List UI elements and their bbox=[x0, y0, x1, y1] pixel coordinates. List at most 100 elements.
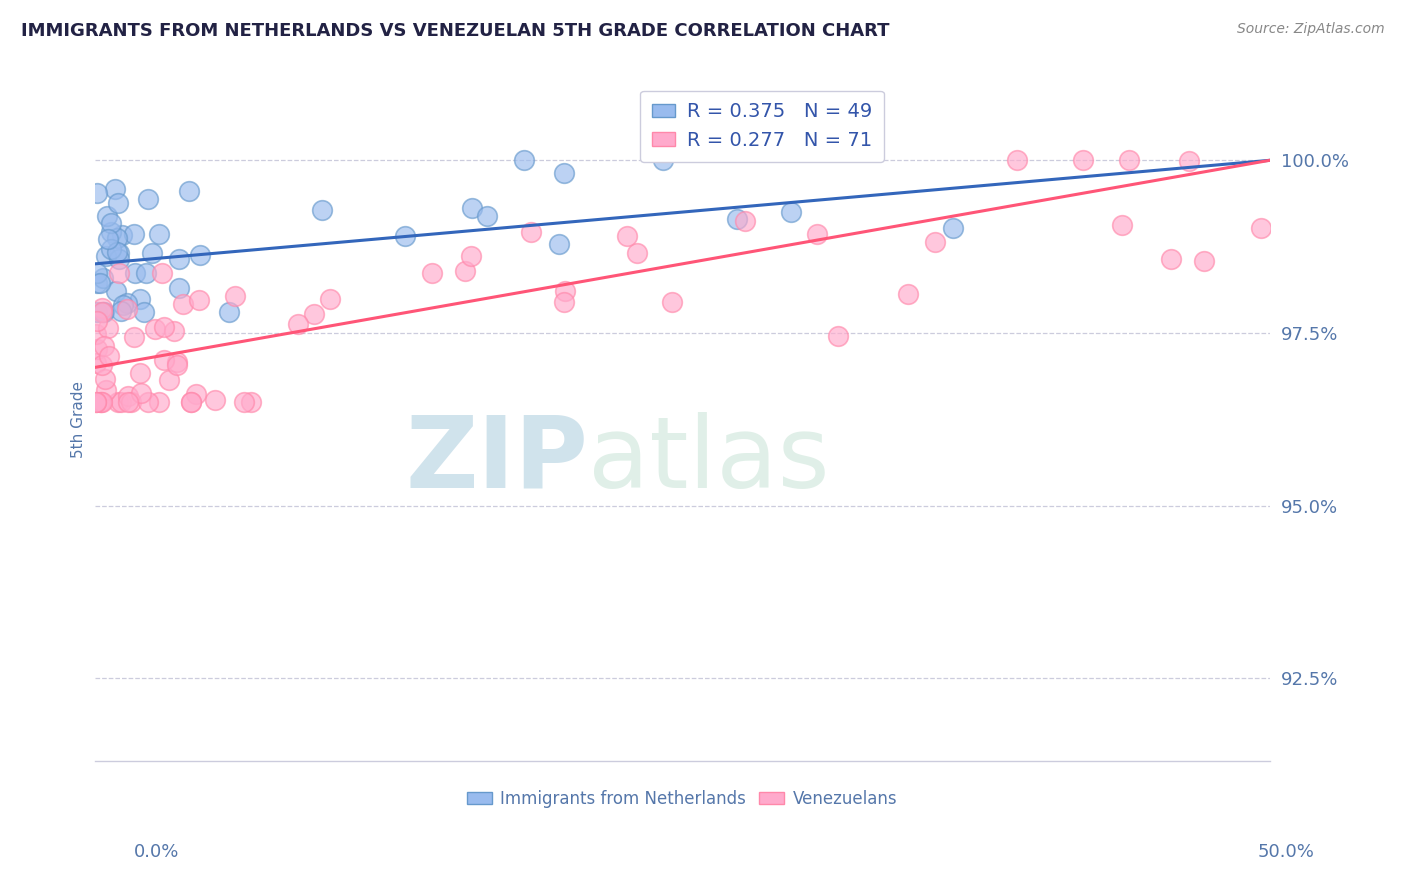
Point bbox=[86, 314, 108, 328]
Point bbox=[93, 339, 115, 353]
Point bbox=[924, 235, 946, 250]
Point bbox=[97, 349, 120, 363]
Point bbox=[135, 266, 157, 280]
Point bbox=[626, 246, 648, 260]
Text: atlas: atlas bbox=[588, 412, 830, 508]
Point bbox=[86, 305, 108, 319]
Point bbox=[1160, 252, 1182, 266]
Point bbox=[553, 295, 575, 310]
Point bbox=[520, 225, 543, 239]
Point bbox=[311, 203, 333, 218]
Point bbox=[150, 266, 173, 280]
Point bbox=[84, 395, 107, 409]
Point bbox=[239, 395, 262, 409]
Point bbox=[554, 284, 576, 298]
Point bbox=[94, 249, 117, 263]
Point bbox=[91, 395, 114, 409]
Point bbox=[204, 393, 226, 408]
Point bbox=[172, 297, 194, 311]
Point bbox=[394, 229, 416, 244]
Point bbox=[184, 387, 207, 401]
Point bbox=[136, 192, 159, 206]
Point bbox=[105, 231, 128, 245]
Point bbox=[128, 292, 150, 306]
Point bbox=[779, 204, 801, 219]
Point bbox=[97, 231, 120, 245]
Point bbox=[104, 182, 127, 196]
Point bbox=[120, 395, 142, 409]
Point bbox=[93, 305, 115, 319]
Text: Source: ZipAtlas.com: Source: ZipAtlas.com bbox=[1237, 22, 1385, 37]
Point bbox=[96, 209, 118, 223]
Point bbox=[100, 216, 122, 230]
Text: 50.0%: 50.0% bbox=[1258, 843, 1315, 861]
Point bbox=[89, 395, 111, 409]
Point bbox=[94, 372, 117, 386]
Text: ZIP: ZIP bbox=[405, 412, 588, 508]
Point bbox=[115, 296, 138, 310]
Point bbox=[108, 266, 131, 280]
Point bbox=[180, 395, 202, 409]
Point bbox=[616, 228, 638, 243]
Point bbox=[827, 328, 849, 343]
Point bbox=[104, 284, 127, 298]
Point bbox=[177, 184, 200, 198]
Point bbox=[86, 276, 108, 290]
Point bbox=[725, 211, 748, 226]
Point bbox=[1250, 221, 1272, 235]
Point bbox=[110, 395, 132, 409]
Point bbox=[1071, 153, 1094, 168]
Point bbox=[553, 166, 575, 180]
Point bbox=[91, 305, 114, 319]
Point bbox=[107, 196, 129, 211]
Point bbox=[117, 395, 139, 409]
Point bbox=[547, 237, 569, 252]
Point bbox=[97, 321, 120, 335]
Point bbox=[652, 153, 675, 168]
Point bbox=[806, 227, 828, 242]
Point bbox=[107, 244, 129, 259]
Legend: Immigrants from Netherlands, Venezuelans: Immigrants from Netherlands, Venezuelans bbox=[460, 783, 904, 814]
Point bbox=[287, 318, 309, 332]
Point bbox=[454, 264, 477, 278]
Point bbox=[166, 355, 188, 369]
Point bbox=[169, 252, 191, 266]
Point bbox=[460, 249, 482, 263]
Point bbox=[319, 292, 342, 306]
Point bbox=[132, 305, 155, 319]
Point bbox=[136, 395, 159, 409]
Point bbox=[475, 209, 498, 223]
Point bbox=[1177, 154, 1199, 169]
Point bbox=[115, 301, 138, 316]
Point bbox=[122, 329, 145, 343]
Point bbox=[153, 320, 176, 334]
Point bbox=[1005, 153, 1028, 168]
Point bbox=[111, 298, 134, 312]
Point bbox=[188, 248, 211, 262]
Point bbox=[84, 395, 107, 409]
Point bbox=[1118, 153, 1140, 168]
Point bbox=[129, 386, 152, 401]
Point bbox=[84, 326, 107, 341]
Point bbox=[94, 384, 117, 398]
Point bbox=[90, 395, 112, 409]
Point bbox=[108, 246, 131, 260]
Point bbox=[187, 293, 209, 307]
Point bbox=[117, 389, 139, 403]
Point bbox=[148, 395, 170, 409]
Point bbox=[302, 307, 325, 321]
Point bbox=[461, 201, 484, 215]
Text: IMMIGRANTS FROM NETHERLANDS VS VENEZUELAN 5TH GRADE CORRELATION CHART: IMMIGRANTS FROM NETHERLANDS VS VENEZUELA… bbox=[21, 22, 890, 40]
Point bbox=[141, 245, 163, 260]
Text: 0.0%: 0.0% bbox=[134, 843, 179, 861]
Point bbox=[143, 322, 166, 336]
Point bbox=[100, 242, 122, 256]
Point bbox=[89, 276, 111, 290]
Point bbox=[91, 359, 114, 373]
Point bbox=[167, 281, 190, 295]
Point bbox=[107, 395, 129, 409]
Point bbox=[111, 228, 134, 243]
Point bbox=[232, 395, 254, 409]
Point bbox=[91, 271, 114, 285]
Point bbox=[162, 324, 184, 338]
